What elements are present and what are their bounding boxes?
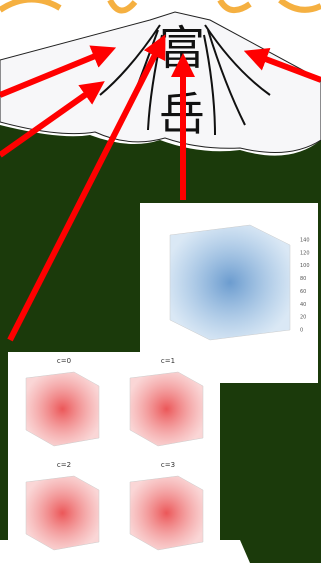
panel-title: c=0 [57,357,71,365]
scatter-cloud [26,476,99,550]
panel-title: c=2 [57,461,71,469]
panel-title: c=1 [161,357,175,365]
panel-title: c=3 [161,461,175,469]
scene: 富 岳 020406080100120140 c=0c=1c=2c=3 [0,0,321,563]
z-tick-label: 80 [300,276,306,282]
scatter-cloud [170,225,290,340]
z-tick-label: 100 [300,263,310,269]
z-tick-label: 140 [300,238,310,244]
z-tick-label: 0 [300,328,303,334]
scatter-cloud [130,372,203,446]
z-tick-label: 20 [300,315,306,321]
z-tick-label: 40 [300,302,306,308]
z-tick-label: 60 [300,289,306,295]
scatter-cloud [26,372,99,446]
scatter-cloud [130,476,203,550]
top-glow [0,0,321,11]
z-tick-label: 120 [300,250,310,256]
